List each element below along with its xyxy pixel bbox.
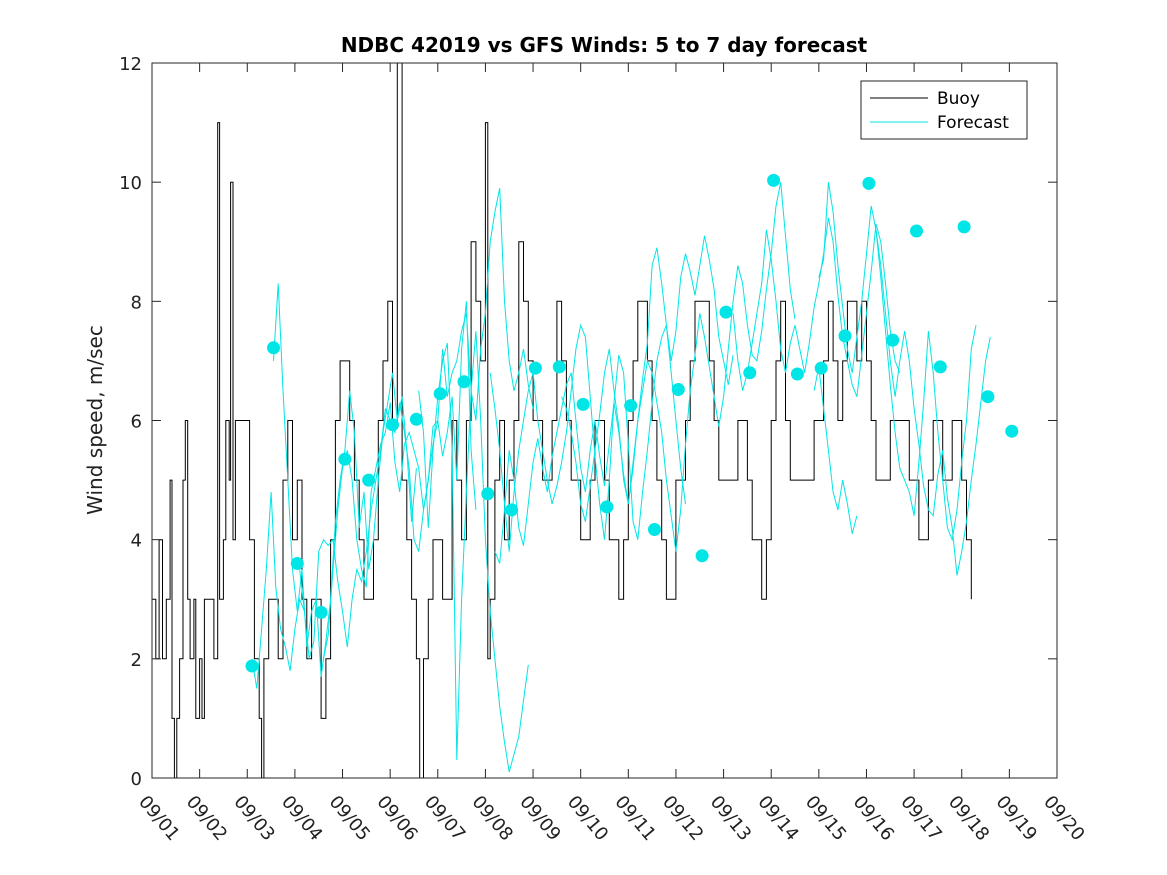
forecast-markers (245, 173, 1019, 673)
forecast-marker-11 (481, 487, 495, 501)
forecast-marker-13 (528, 361, 542, 375)
legend-box (860, 80, 1028, 140)
forecast-marker-33 (1005, 424, 1019, 438)
forecast-line-6 (489, 323, 686, 552)
forecast-marker-29 (910, 224, 923, 238)
forecast-line-11 (813, 366, 858, 534)
forecast-marker-8 (409, 412, 423, 426)
forecast-line-9 (818, 182, 977, 542)
forecast-line-2 (273, 283, 417, 677)
chart-title: NDBC 42019 vs GFS Winds: 5 to 7 day fore… (341, 33, 868, 57)
forecast-marker-9 (433, 387, 447, 401)
buoy-series (152, 62, 972, 779)
forecast-marker-27 (862, 176, 876, 190)
forecast-marker-18 (648, 523, 661, 536)
forecast-line-5 (418, 331, 529, 773)
forecast-marker-2 (267, 341, 280, 355)
forecast-marker-17 (624, 399, 638, 413)
legend-buoy-label: Buoy (937, 89, 980, 109)
forecast-marker-15 (576, 397, 590, 411)
forecast-marker-5 (338, 452, 352, 466)
forecast-line-4 (323, 188, 534, 659)
forecast-marker-24 (790, 367, 804, 381)
forecast-line-10 (875, 229, 991, 576)
forecast-line-7 (561, 182, 796, 552)
forecast-marker-21 (719, 305, 733, 319)
forecast-marker-10 (457, 375, 471, 389)
forecast-line-12 (494, 235, 734, 564)
forecast-marker-16 (600, 500, 614, 514)
y-axis-label: Wind speed, m/sec (83, 325, 107, 515)
forecast-marker-23 (767, 173, 781, 187)
y-axis-ticks: 0 2 4 6 8 10 12 (119, 54, 1057, 790)
forecast-series (251, 182, 991, 773)
forecast-marker-4 (314, 605, 328, 619)
y-tick-label: 6 (131, 412, 142, 433)
y-tick-label: 0 (131, 769, 142, 790)
legend-forecast-label: Forecast (937, 113, 1009, 133)
y-tick-label: 4 (131, 531, 142, 552)
forecast-marker-6 (362, 473, 376, 487)
forecast-marker-12 (505, 503, 519, 517)
forecast-marker-30 (933, 360, 947, 374)
forecast-marker-1 (245, 659, 259, 673)
legend: Buoy Forecast (860, 80, 1028, 140)
y-tick-label: 8 (131, 292, 142, 313)
forecast-marker-26 (838, 329, 852, 343)
buoy-line (152, 62, 972, 779)
forecast-marker-25 (814, 361, 828, 375)
forecast-marker-31 (957, 220, 971, 234)
forecast-marker-3 (290, 557, 304, 570)
forecast-line-8 (732, 217, 901, 397)
forecast-marker-19 (671, 383, 685, 396)
forecast-marker-28 (886, 333, 900, 347)
y-tick-label: 12 (119, 54, 142, 75)
forecast-marker-22 (743, 366, 757, 380)
forecast-marker-7 (386, 418, 399, 432)
y-tick-label: 10 (119, 173, 142, 194)
forecast-marker-14 (552, 360, 566, 374)
y-tick-label: 2 (131, 650, 142, 671)
forecast-marker-32 (981, 390, 995, 404)
forecast-marker-20 (695, 549, 709, 563)
forecast-line-1 (251, 491, 305, 689)
